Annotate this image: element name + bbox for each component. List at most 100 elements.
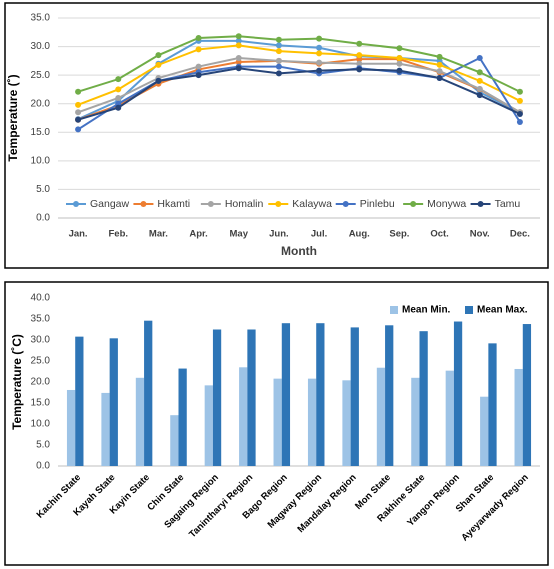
x-tick-label: Nov.	[470, 229, 490, 240]
y-tick-label: 0.0	[36, 461, 50, 472]
line-marker	[115, 104, 122, 111]
bar	[385, 325, 394, 466]
y-tick-label: 30.0	[31, 335, 51, 346]
line-series	[77, 35, 521, 93]
x-tick-label: Feb.	[108, 229, 128, 240]
bar	[453, 321, 463, 466]
line-marker	[516, 119, 523, 125]
line-marker	[476, 55, 483, 61]
legend-label: Homalin	[225, 198, 264, 210]
line-marker	[516, 111, 523, 117]
line-marker	[195, 35, 202, 41]
bar	[281, 323, 291, 466]
line-marker	[155, 77, 162, 84]
bar	[316, 323, 325, 466]
bar	[307, 378, 317, 466]
line-series	[77, 67, 521, 121]
bar	[178, 368, 187, 466]
line-marker	[476, 85, 483, 92]
y-tick-label: 10.0	[31, 155, 51, 166]
legend-marker	[477, 201, 484, 207]
y-tick-label: 20.0	[31, 98, 51, 109]
x-tick-label: Mar.	[149, 229, 168, 240]
line-marker	[516, 88, 523, 95]
x-tick-label: Ayeyarwady Region	[459, 472, 531, 544]
legend-label: Gangaw	[90, 198, 130, 210]
x-axis-label: Month	[281, 244, 317, 258]
legend-label: Hkamti	[157, 198, 190, 210]
line-marker	[235, 65, 242, 72]
y-tick-label: 40.0	[31, 293, 51, 304]
legend-swatch	[390, 306, 398, 314]
y-tick-label: 30.0	[31, 41, 51, 52]
legend-label: Mean Min.	[402, 305, 451, 316]
y-tick-label: 25.0	[31, 70, 51, 81]
line-marker	[115, 86, 122, 93]
line-marker	[275, 48, 282, 55]
bar	[66, 389, 76, 466]
panel-border	[4, 281, 549, 566]
line-marker	[155, 52, 162, 59]
bar	[488, 343, 497, 466]
line-marker	[436, 61, 443, 68]
line-marker	[235, 42, 242, 49]
bar	[204, 385, 213, 466]
line-marker	[316, 59, 323, 66]
bar	[75, 336, 84, 466]
line-marker	[155, 61, 162, 68]
y-tick-label: 0.0	[36, 213, 50, 224]
bar	[419, 331, 428, 466]
line-marker	[396, 67, 403, 74]
line-marker	[75, 88, 82, 95]
line-marker	[75, 101, 82, 108]
x-tick-label: Jul.	[311, 229, 327, 240]
bar	[445, 370, 454, 466]
legend-label: Mean Max.	[477, 305, 528, 316]
line-marker	[235, 37, 242, 44]
line-marker	[115, 76, 122, 83]
bar	[273, 378, 282, 466]
line-series	[77, 56, 521, 131]
line-marker	[275, 57, 282, 64]
line-marker	[436, 53, 443, 60]
bar	[350, 327, 359, 466]
line-marker	[316, 67, 323, 74]
y-tick-label: 15.0	[31, 398, 51, 409]
line-marker	[75, 109, 82, 116]
legend-marker	[275, 201, 282, 207]
x-tick-label: Sep.	[389, 229, 409, 240]
bar	[135, 377, 145, 466]
bar	[144, 320, 153, 466]
bar	[376, 367, 386, 466]
line-marker	[396, 55, 403, 61]
y-tick-label: 35.0	[31, 314, 51, 325]
line-marker	[476, 77, 483, 84]
x-tick-label: May	[230, 229, 249, 240]
y-axis-label: Temperature (˚)	[6, 74, 20, 161]
bar	[514, 368, 523, 466]
line-marker	[436, 68, 443, 75]
legend-marker	[73, 201, 79, 207]
legend-label: Pinlebu	[360, 198, 395, 210]
line-marker	[275, 36, 282, 43]
line-series	[77, 44, 521, 106]
line-marker	[195, 63, 202, 70]
bar	[480, 396, 489, 466]
line-marker	[316, 44, 323, 51]
x-tick-label: Mandalay Region	[296, 472, 359, 535]
line-marker	[195, 46, 202, 53]
bar	[411, 377, 420, 466]
y-tick-label: 10.0	[31, 419, 51, 430]
line-marker	[195, 72, 202, 79]
legend-swatch	[465, 306, 473, 314]
bar	[522, 324, 532, 466]
line-marker	[396, 45, 403, 52]
bar	[170, 415, 179, 466]
legend-marker	[410, 201, 417, 207]
y-tick-label: 15.0	[31, 127, 51, 138]
line-marker	[476, 69, 483, 76]
legend-label: Monywa	[427, 198, 466, 210]
y-tick-label: 5.0	[36, 184, 50, 195]
x-tick-label: Tanintharyi Region	[187, 472, 255, 540]
